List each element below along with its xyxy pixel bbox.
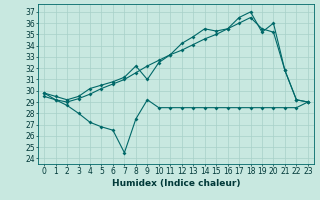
X-axis label: Humidex (Indice chaleur): Humidex (Indice chaleur)	[112, 179, 240, 188]
